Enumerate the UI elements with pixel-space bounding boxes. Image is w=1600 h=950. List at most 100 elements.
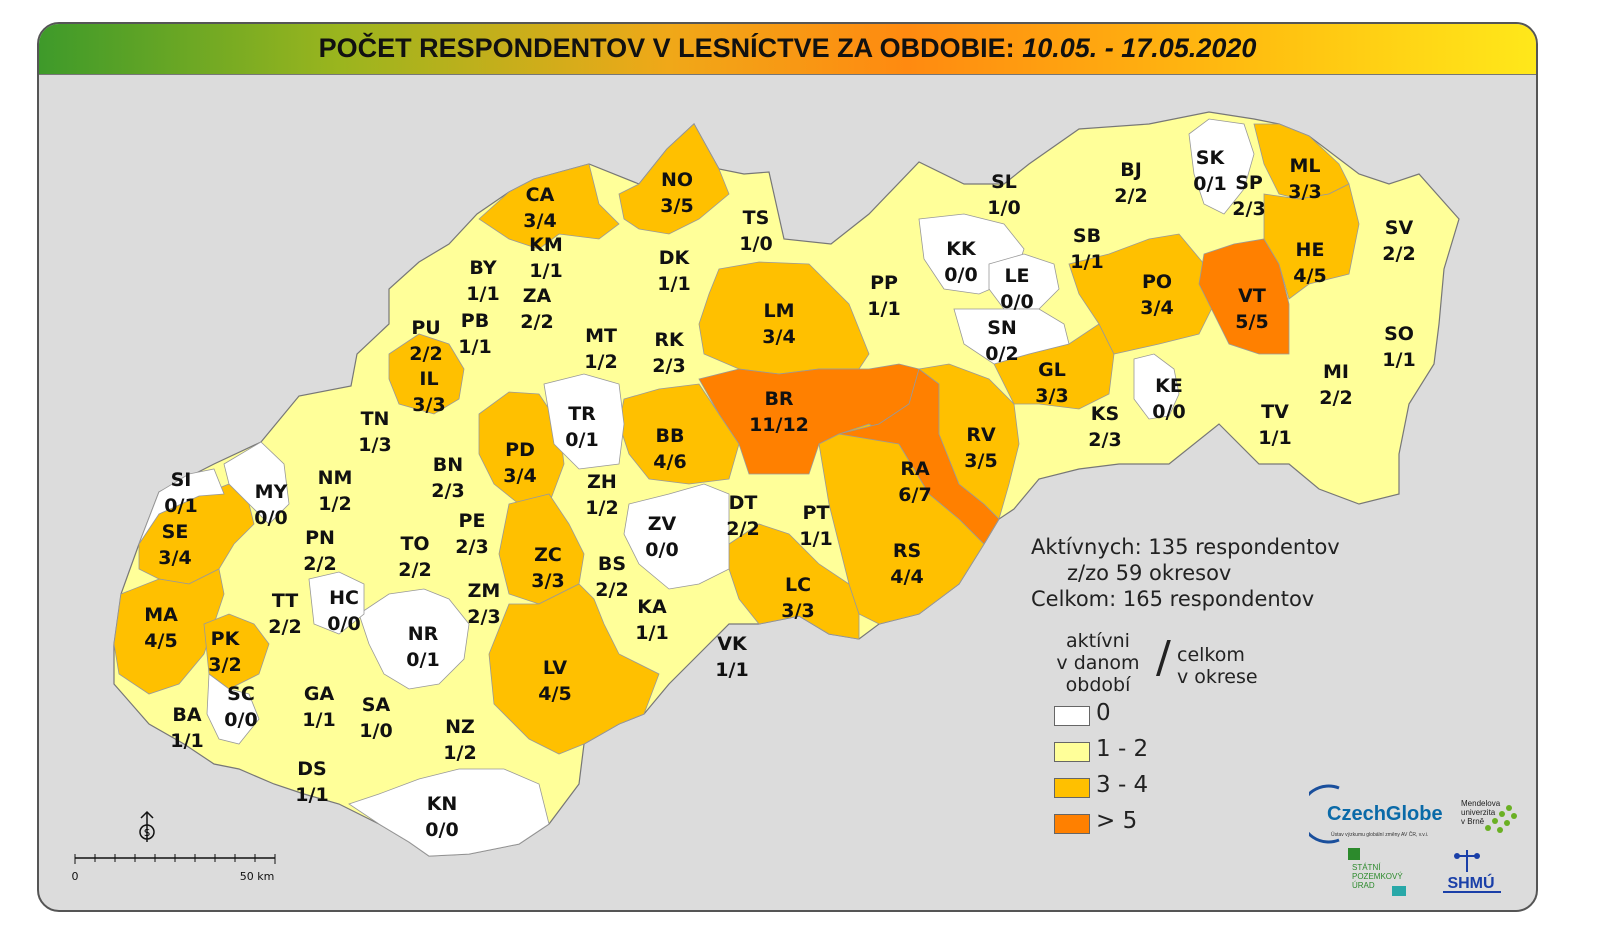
district-po: PO 3/4 — [1140, 271, 1173, 319]
district-mi: MI 2/2 — [1319, 361, 1352, 409]
district-code: VT — [1238, 285, 1266, 307]
district-value: 5/5 — [1235, 311, 1268, 333]
district-value: 2/2 — [1382, 243, 1415, 265]
district-code: PB — [461, 310, 489, 332]
czechglobe-subtext: Ústav výzkumu globální změny AV ČR, v.v.… — [1331, 831, 1428, 838]
district-code: KA — [637, 596, 667, 618]
district-code: CA — [526, 184, 555, 206]
district-code: BJ — [1120, 159, 1142, 181]
district-dt: DT 2/2 — [726, 492, 759, 540]
scale-bar: 0 50 km — [71, 854, 291, 894]
district-value: 4/4 — [890, 566, 923, 588]
district-zc: ZC 3/3 — [531, 544, 564, 592]
district-value: 11/12 — [749, 414, 809, 436]
district-code: SN — [987, 317, 1017, 339]
district-value: 1/1 — [170, 730, 203, 752]
district-br: BR 11/12 — [749, 388, 809, 436]
district-code: LM — [763, 300, 794, 322]
district-code: SP — [1235, 172, 1263, 194]
district-code: ZC — [534, 544, 562, 566]
district-value: 1/2 — [585, 497, 618, 519]
spu-line2: POZEMKOVÝ — [1352, 872, 1403, 881]
district-by: BY 1/1 — [466, 257, 499, 305]
district-code: KM — [529, 234, 563, 256]
district-code: ZA — [523, 285, 552, 307]
czechglobe-text: CzechGlobe — [1327, 803, 1443, 825]
district-bs: BS 2/2 — [595, 553, 628, 601]
district-value: 2/2 — [398, 559, 431, 581]
map-frame: POČET RESPONDENTOV V LESNÍCTVE ZA OBDOBI… — [37, 22, 1538, 912]
district-code: RS — [893, 540, 921, 562]
district-code: SI — [171, 469, 192, 491]
district-so: SO 1/1 — [1382, 323, 1415, 371]
district-code: TT — [272, 590, 298, 612]
region-lc — [728, 523, 860, 640]
district-value: 3/4 — [762, 326, 795, 348]
district-sk: SK 0/1 — [1193, 147, 1226, 195]
district-value: 1/0 — [739, 233, 772, 255]
scale-left-label: 0 — [72, 870, 79, 883]
district-code: BB — [656, 425, 685, 447]
district-le: LE 0/0 — [1000, 265, 1033, 313]
district-code: TV — [1261, 401, 1289, 423]
legend-label-3: > 5 — [1096, 808, 1138, 834]
district-value: 3/4 — [523, 210, 556, 232]
district-mt: MT 1/2 — [584, 325, 617, 373]
district-value: 2/3 — [455, 536, 488, 558]
district-value: 4/6 — [653, 451, 686, 473]
district-value: 2/2 — [595, 579, 628, 601]
district-value: 1/1 — [657, 273, 690, 295]
district-value: 0/1 — [565, 429, 598, 451]
district-tn: TN 1/3 — [358, 408, 391, 456]
district-value: 2/2 — [1114, 185, 1147, 207]
district-code: LV — [543, 657, 567, 679]
district-hc: HC 0/0 — [327, 587, 360, 635]
district-value: 2/2 — [268, 616, 301, 638]
district-value: 1/1 — [1382, 349, 1415, 371]
district-rk: RK 2/3 — [652, 329, 685, 377]
district-value: 1/1 — [295, 784, 328, 806]
district-value: 4/5 — [144, 630, 177, 652]
district-code: TS — [743, 207, 770, 229]
district-value: 1/0 — [359, 720, 392, 742]
region-white-ke — [1133, 353, 1180, 420]
district-code: HC — [329, 587, 359, 609]
district-code: MY — [255, 481, 288, 503]
district-dk: DK 1/1 — [657, 247, 690, 295]
district-rv: RV 3/5 — [964, 424, 997, 472]
district-tv: TV 1/1 — [1258, 401, 1291, 449]
district-code: NM — [318, 467, 353, 489]
district-to: TO 2/2 — [398, 533, 431, 581]
district-lv: LV 4/5 — [538, 657, 571, 705]
map-title: POČET RESPONDENTOV V LESNÍCTVE ZA OBDOBI… — [39, 33, 1536, 64]
district-code: MI — [1323, 361, 1349, 383]
legend-label-0: 0 — [1096, 700, 1111, 726]
legend-swatch-1 — [1054, 742, 1090, 762]
legend-swatch-3 — [1054, 814, 1090, 834]
district-code: BA — [172, 704, 201, 726]
district-code: KS — [1091, 403, 1119, 425]
district-code: LE — [1004, 265, 1029, 287]
district-code: VK — [717, 633, 748, 655]
district-code: PD — [505, 439, 535, 461]
legend-label-1: 1 - 2 — [1096, 736, 1149, 762]
region-ca — [478, 163, 620, 250]
region-white-my — [223, 441, 290, 525]
legend-swatch-0 — [1054, 706, 1090, 726]
district-sa: SA 1/0 — [359, 694, 392, 742]
district-value: 1/0 — [987, 197, 1020, 219]
district-code: RK — [654, 329, 685, 351]
district-code: ZM — [468, 580, 501, 602]
district-sb: SB 1/1 — [1070, 225, 1103, 273]
legend-active-line2: v danom — [1056, 652, 1140, 674]
district-my: MY 0/0 — [254, 481, 287, 529]
district-value: 2/2 — [303, 553, 336, 575]
region-white-hc — [308, 571, 365, 635]
district-value: 1/1 — [529, 260, 562, 282]
district-code: KN — [427, 793, 458, 815]
district-value: 1/1 — [466, 283, 499, 305]
legend-total-label: celkom v okrese — [1177, 644, 1258, 688]
district-value: 0/2 — [985, 343, 1018, 365]
district-pn: PN 2/2 — [303, 527, 336, 575]
district-ks: KS 2/3 — [1088, 403, 1121, 451]
